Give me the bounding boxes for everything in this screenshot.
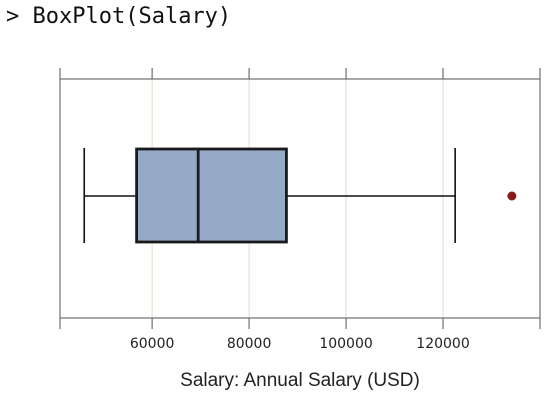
x-tick-label: 60000 xyxy=(130,336,175,352)
console-command-text: BoxPlot(Salary) xyxy=(32,4,232,29)
x-tick-label: 100000 xyxy=(319,336,372,352)
plot-frame xyxy=(59,78,541,319)
x-tick-label: 120000 xyxy=(416,336,469,352)
x-tick-label: 80000 xyxy=(227,336,272,352)
iqr-box xyxy=(135,147,288,244)
x-axis-title: Salary: Annual Salary (USD) xyxy=(180,370,420,391)
box-group xyxy=(83,147,517,244)
axis-ticks: 60000 80000 100000 120000 xyxy=(59,68,541,352)
outlier-point xyxy=(507,191,517,201)
console-prompt: > xyxy=(6,4,20,29)
console-command: > BoxPlot(Salary) xyxy=(6,4,231,29)
